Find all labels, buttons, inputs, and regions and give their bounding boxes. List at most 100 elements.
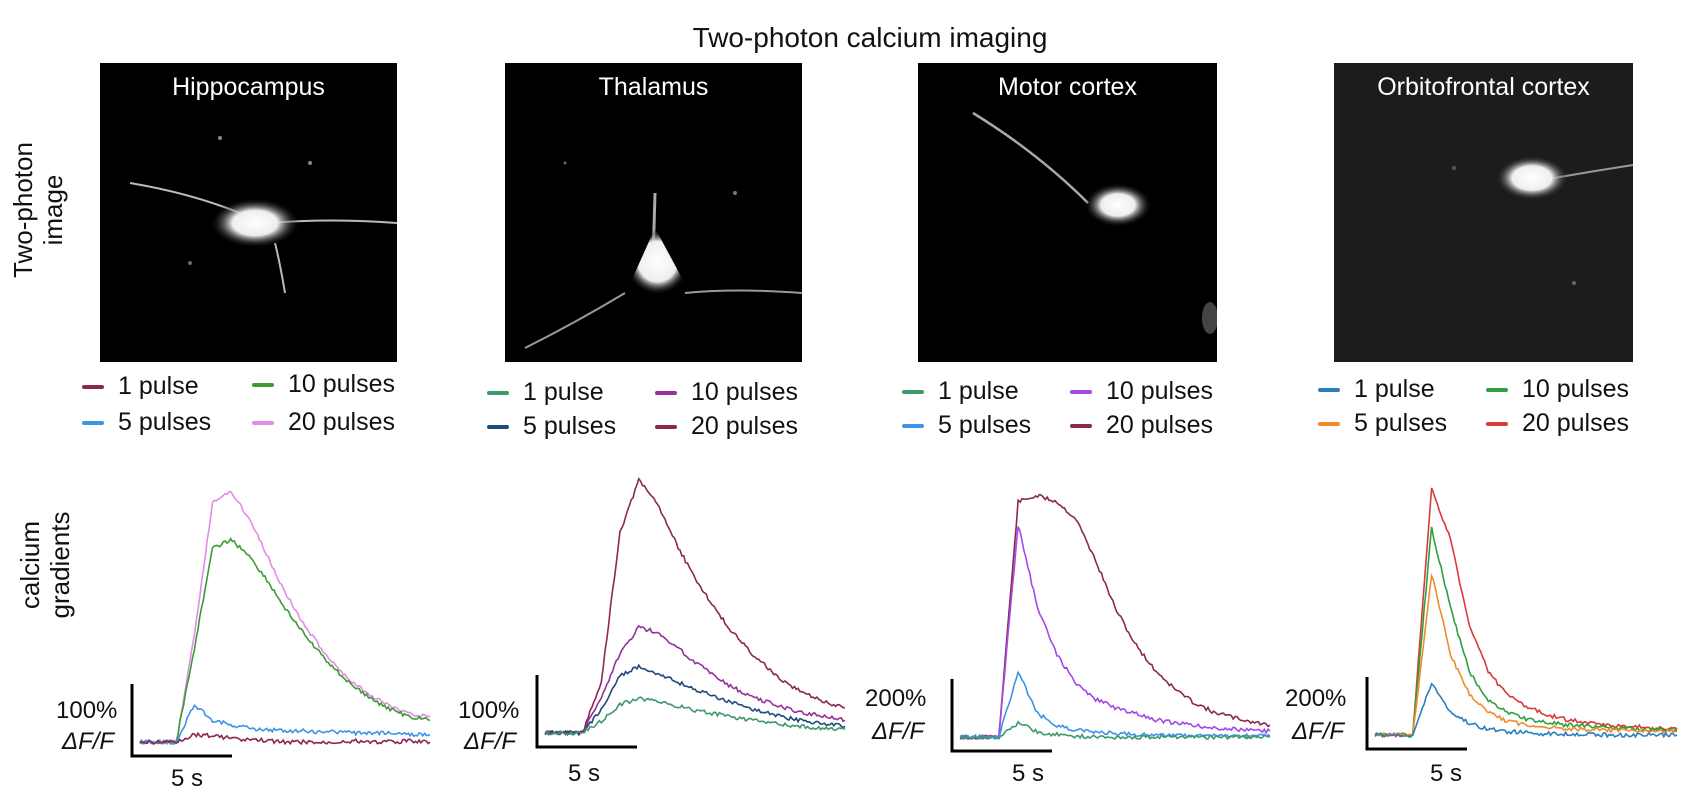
legend-label: 10 pulses — [1522, 375, 1630, 403]
scalebar-x-text: 5 s — [568, 760, 601, 787]
legend-label: 1 pulse — [1354, 375, 1435, 403]
legend-orbitofrontal-cortex: 1 pulse 10 pulses 5 pulses 20 pulses — [1318, 375, 1668, 445]
legend-item: 20 pulses — [655, 412, 798, 441]
scalebar-x-text: 5 s — [1012, 760, 1045, 787]
figure-title: Two-photon calcium imaging — [692, 22, 1048, 53]
legend-item: 5 pulses — [1318, 409, 1447, 438]
legend-swatch — [655, 391, 677, 396]
scalebar-x-label: 5 s — [171, 765, 203, 793]
legend-label: 20 pulses — [691, 412, 799, 440]
scalebar-y-label: 100% — [458, 697, 519, 725]
legend-swatch — [902, 390, 924, 395]
legend-swatch — [1070, 390, 1092, 395]
scalebar-y-unit-text: ΔF/F — [62, 728, 115, 755]
neuron-image — [972, 111, 1217, 334]
trace-line-1-pulse — [544, 696, 846, 737]
legend-label: 20 pulses — [1522, 409, 1630, 437]
legend-swatch — [1070, 424, 1092, 429]
legend-item: 20 pulses — [1486, 409, 1629, 438]
legend-item: 10 pulses — [655, 378, 798, 407]
legend-item: 5 pulses — [82, 408, 211, 437]
trace-line-1-pulse — [1374, 682, 1678, 739]
legend-label: 1 pulse — [523, 378, 604, 406]
legend-swatch — [82, 421, 104, 426]
legend-label: 20 pulses — [288, 408, 396, 436]
legend-label: 1 pulse — [938, 377, 1019, 405]
region-label: Thalamus — [598, 73, 709, 101]
scalebar-y-unit: ΔF/F — [464, 728, 516, 756]
legend-label: 1 pulse — [118, 372, 199, 400]
legend-item: 10 pulses — [1070, 377, 1213, 406]
legend-item: 1 pulse — [487, 378, 604, 407]
region-label: Hippocampus — [172, 73, 325, 101]
legend-label: 5 pulses — [523, 412, 617, 440]
scalebar-y-label: 200% — [865, 685, 926, 713]
scalebar-y-unit-text: ΔF/F — [464, 728, 517, 755]
legend-label: 10 pulses — [691, 378, 799, 406]
region-label: Motor cortex — [998, 73, 1137, 101]
legend-swatch — [252, 383, 274, 388]
micrograph-thalamus: Thalamus — [505, 63, 802, 362]
scalebar-y-value: 200% — [865, 685, 927, 712]
scalebar-y-unit: ΔF/F — [1292, 718, 1344, 746]
scalebar-y-value: 100% — [56, 697, 118, 724]
neuron-image — [524, 161, 802, 349]
scalebar-y-unit-text: ΔF/F — [872, 718, 925, 745]
scalebar-x-text: 5 s — [1430, 760, 1463, 787]
legend-swatch — [487, 425, 509, 430]
trace-line-10-pulses — [544, 624, 846, 736]
legend-swatch — [252, 421, 274, 426]
legend-swatch — [902, 424, 924, 429]
legend-label: 20 pulses — [1106, 411, 1214, 439]
legend-swatch — [1486, 388, 1508, 393]
legend-swatch — [1318, 422, 1340, 427]
scalebar — [535, 675, 637, 749]
legend-item: 5 pulses — [487, 412, 616, 441]
trace-line-20-pulses — [139, 490, 431, 746]
scalebar-y-unit: ΔF/F — [872, 718, 924, 746]
trace-line-10-pulses — [1374, 526, 1678, 738]
legend-motor-cortex: 1 pulse 10 pulses 5 pulses 20 pulses — [902, 377, 1252, 447]
neuron-image — [1452, 156, 1633, 285]
scalebar — [950, 679, 1052, 753]
scalebar-y-label: 200% — [1285, 685, 1346, 713]
micrograph-hippocampus: Hippocampus — [100, 63, 397, 362]
legend-swatch — [82, 385, 104, 390]
trace-line-20-pulses — [1374, 487, 1678, 739]
scalebar — [130, 684, 232, 758]
scalebar-x-label: 5 s — [1430, 760, 1462, 788]
scalebar-y-unit-text: ΔF/F — [1292, 718, 1345, 745]
trace-line-10-pulses — [959, 526, 1271, 740]
scalebar-x-label: 5 s — [1012, 760, 1044, 788]
scalebar-y-value: 200% — [1285, 685, 1347, 712]
trace-line-5-pulses — [544, 663, 846, 737]
legend-hippocampus: 1 pulse 10 pulses 5 pulses 20 pulses — [82, 370, 432, 442]
trace-line-1-pulse — [959, 720, 1271, 741]
legend-item: 10 pulses — [252, 370, 395, 399]
trace-line-5-pulses — [1375, 572, 1678, 738]
trace-line-10-pulses — [139, 537, 431, 746]
legend-swatch — [655, 425, 677, 430]
legend-swatch — [487, 391, 509, 396]
trace-line-20-pulses — [959, 493, 1271, 740]
region-label: Orbitofrontal cortex — [1377, 73, 1590, 101]
scalebar-x-label: 5 s — [568, 760, 600, 788]
legend-item: 20 pulses — [252, 408, 395, 437]
scalebar-y-label: 100% — [56, 697, 117, 725]
trace-line-5-pulses — [139, 703, 431, 745]
legend-label: 5 pulses — [938, 411, 1032, 439]
micrograph-orbitofrontal-cortex: Orbitofrontal cortex — [1334, 63, 1633, 362]
legend-item: 20 pulses — [1070, 411, 1213, 440]
legend-label: 5 pulses — [118, 408, 212, 436]
micrograph-motor-cortex: Motor cortex — [918, 63, 1217, 362]
scalebar-y-unit: ΔF/F — [62, 728, 114, 756]
legend-item: 1 pulse — [902, 377, 1019, 406]
trace-line-20-pulses — [544, 477, 846, 737]
trace-line-1-pulse — [139, 731, 431, 746]
scalebar — [1365, 677, 1467, 751]
neuron-image — [129, 136, 397, 294]
